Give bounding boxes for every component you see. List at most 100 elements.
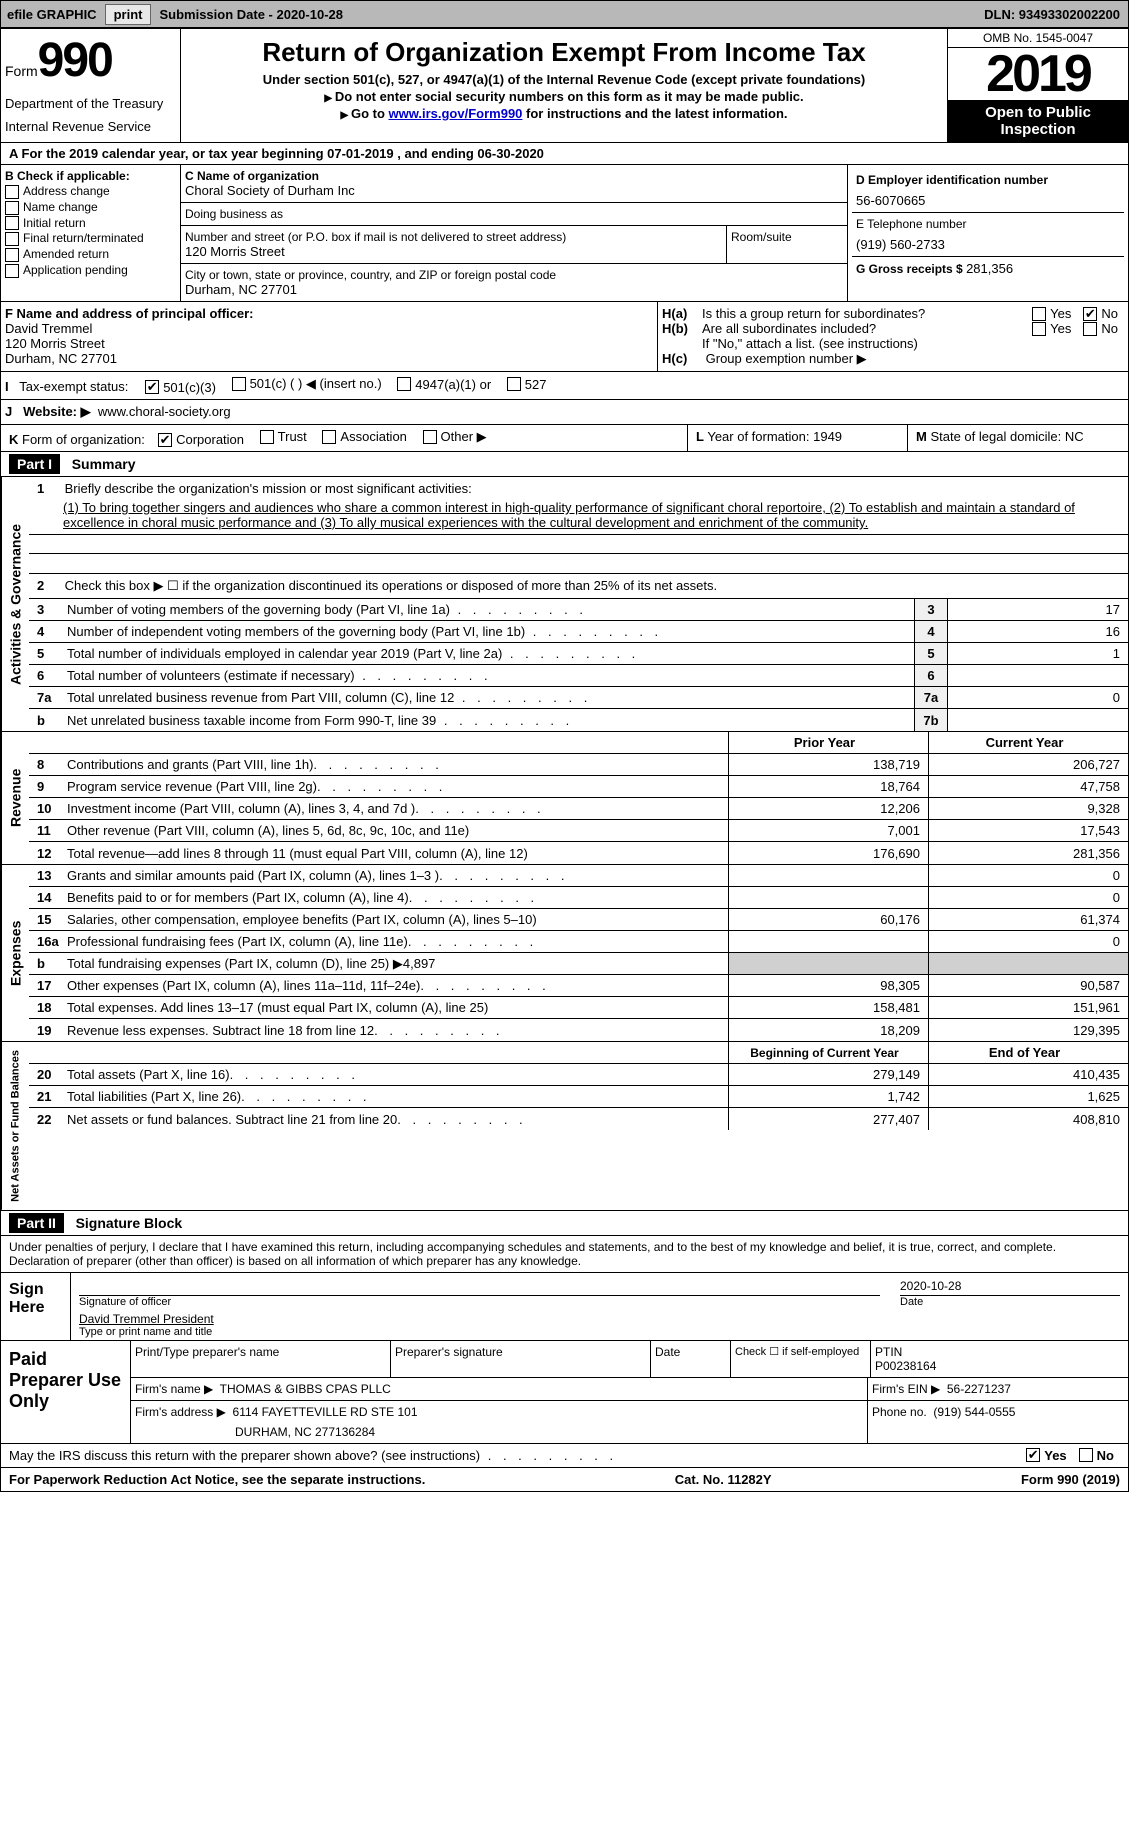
irs-link[interactable]: www.irs.gov/Form990 bbox=[389, 106, 523, 121]
line6-num: 6 bbox=[29, 668, 63, 683]
line8-text: Contributions and grants (Part VIII, lin… bbox=[63, 754, 728, 775]
org-name-label: C Name of organization bbox=[185, 169, 843, 183]
city-label: City or town, state or province, country… bbox=[185, 268, 843, 282]
hb-text: Are all subordinates included? bbox=[702, 321, 1026, 336]
part2-header: Part II Signature Block bbox=[1, 1211, 1128, 1236]
cb-4947[interactable]: 4947(a)(1) or bbox=[397, 377, 491, 392]
header-right: OMB No. 1545-0047 2019 Open to Public In… bbox=[948, 29, 1128, 142]
firm-ein: 56-2271237 bbox=[947, 1382, 1011, 1396]
line13-py bbox=[728, 865, 928, 886]
officer-addr2: Durham, NC 27701 bbox=[5, 351, 653, 366]
row-a-tax-year: A For the 2019 calendar year, or tax yea… bbox=[1, 143, 1128, 165]
line15-cy: 61,374 bbox=[928, 909, 1128, 930]
row-klm: K Form of organization: Corporation Trus… bbox=[1, 425, 1128, 453]
line18-cy: 151,961 bbox=[928, 997, 1128, 1018]
cb-name-change[interactable]: Name change bbox=[5, 200, 176, 215]
line10-cy: 9,328 bbox=[928, 798, 1128, 819]
line12-py: 176,690 bbox=[728, 842, 928, 864]
line15-num: 15 bbox=[29, 909, 63, 930]
cb-final-return[interactable]: Final return/terminated bbox=[5, 231, 176, 246]
line3-box: 3 bbox=[914, 599, 948, 620]
discuss-yes[interactable]: Yes bbox=[1026, 1448, 1066, 1463]
prior-year-header: Prior Year bbox=[728, 732, 928, 753]
line15-py: 60,176 bbox=[728, 909, 928, 930]
cb-assoc[interactable]: Association bbox=[322, 429, 406, 444]
print-button[interactable]: print bbox=[105, 4, 152, 25]
org-name: Choral Society of Durham Inc bbox=[185, 183, 843, 198]
line14-num: 14 bbox=[29, 887, 63, 908]
hb-no[interactable]: No bbox=[1083, 321, 1118, 336]
ha-no[interactable]: No bbox=[1083, 306, 1118, 321]
firm-addr-label: Firm's address ▶ bbox=[135, 1405, 226, 1419]
line19-num: 19 bbox=[29, 1019, 63, 1041]
phone-value: (919) 560-2733 bbox=[856, 237, 1120, 252]
cb-527[interactable]: 527 bbox=[507, 377, 547, 392]
line6-text: Total number of volunteers (estimate if … bbox=[63, 666, 914, 685]
prep-date-label: Date bbox=[651, 1341, 731, 1377]
ha-yes[interactable]: Yes bbox=[1032, 306, 1071, 321]
firm-name-label: Firm's name ▶ bbox=[135, 1382, 213, 1396]
current-year-header: Current Year bbox=[928, 732, 1128, 753]
cb-501c3[interactable]: 501(c)(3) bbox=[145, 380, 216, 395]
footer-final: For Paperwork Reduction Act Notice, see … bbox=[1, 1468, 1128, 1491]
line12-num: 12 bbox=[29, 842, 63, 864]
i-text: Tax-exempt status: bbox=[19, 379, 128, 394]
tax-year: 2019 bbox=[948, 48, 1128, 100]
hb-yes[interactable]: Yes bbox=[1032, 321, 1071, 336]
line19-cy: 129,395 bbox=[928, 1019, 1128, 1041]
cb-corp[interactable]: Corporation bbox=[158, 432, 244, 447]
efile-label: efile GRAPHIC bbox=[1, 7, 103, 22]
line14-py bbox=[728, 887, 928, 908]
line11-cy: 17,543 bbox=[928, 820, 1128, 841]
ptin-label: PTIN bbox=[875, 1345, 1124, 1359]
perjury-text: Under penalties of perjury, I declare th… bbox=[1, 1236, 1128, 1272]
form-header: Form 990 Department of the Treasury Inte… bbox=[1, 29, 1128, 143]
line10-py: 12,206 bbox=[728, 798, 928, 819]
line9-text: Program service revenue (Part VIII, line… bbox=[63, 776, 728, 797]
line18-num: 18 bbox=[29, 997, 63, 1018]
l-text: Year of formation: bbox=[707, 429, 809, 444]
line18-text: Total expenses. Add lines 13–17 (must eq… bbox=[63, 997, 728, 1018]
i-label: I bbox=[5, 379, 9, 394]
l-label: L bbox=[696, 429, 704, 444]
line6-val bbox=[948, 665, 1128, 686]
line21-py: 1,742 bbox=[728, 1086, 928, 1107]
part1-header: Part I Summary bbox=[1, 452, 1128, 477]
open2: Inspection bbox=[952, 121, 1124, 138]
addr-value: 120 Morris Street bbox=[185, 244, 722, 259]
line6-box: 6 bbox=[914, 665, 948, 686]
line10-num: 10 bbox=[29, 798, 63, 819]
discuss-no[interactable]: No bbox=[1079, 1448, 1114, 1463]
sign-here-row: Sign Here Signature of officer 2020-10-2… bbox=[1, 1272, 1128, 1341]
line13-num: 13 bbox=[29, 865, 63, 886]
line15-text: Salaries, other compensation, employee b… bbox=[63, 909, 728, 930]
cb-amended[interactable]: Amended return bbox=[5, 247, 176, 262]
submission-date: Submission Date - 2020-10-28 bbox=[153, 7, 349, 22]
preparer-section: Paid Preparer Use Only Print/Type prepar… bbox=[1, 1341, 1128, 1444]
cb-pending[interactable]: Application pending bbox=[5, 263, 176, 278]
gross-value: 281,356 bbox=[966, 261, 1013, 276]
box-b-title: B Check if applicable: bbox=[5, 169, 176, 183]
cat-no: Cat. No. 11282Y bbox=[675, 1472, 772, 1487]
sig-name-label: Type or print name and title bbox=[79, 1326, 1120, 1338]
line9-num: 9 bbox=[29, 776, 63, 797]
officer-name: David Tremmel bbox=[5, 321, 653, 336]
cb-other[interactable]: Other ▶ bbox=[423, 429, 487, 445]
header-center: Return of Organization Exempt From Incom… bbox=[181, 29, 948, 142]
m-text: State of legal domicile: bbox=[930, 429, 1061, 444]
cb-trust[interactable]: Trust bbox=[260, 429, 307, 444]
cb-501c[interactable]: 501(c) ( ) ◀ (insert no.) bbox=[232, 376, 382, 392]
cb-address-change[interactable]: Address change bbox=[5, 184, 176, 199]
line7a-box: 7a bbox=[914, 687, 948, 708]
firm-addr2: DURHAM, NC 277136284 bbox=[135, 1419, 863, 1439]
line17-py: 98,305 bbox=[728, 975, 928, 996]
dept-irs: Internal Revenue Service bbox=[5, 119, 176, 134]
line21-num: 21 bbox=[29, 1086, 63, 1107]
cb-initial-return[interactable]: Initial return bbox=[5, 216, 176, 231]
hb-label: H(b) bbox=[662, 321, 702, 336]
line3-text: Number of voting members of the governin… bbox=[63, 600, 914, 619]
box-b: B Check if applicable: Address change Na… bbox=[1, 165, 181, 301]
header-sub1: Under section 501(c), 527, or 4947(a)(1)… bbox=[185, 72, 943, 87]
line14-cy: 0 bbox=[928, 887, 1128, 908]
part1-title: Summary bbox=[72, 456, 136, 472]
